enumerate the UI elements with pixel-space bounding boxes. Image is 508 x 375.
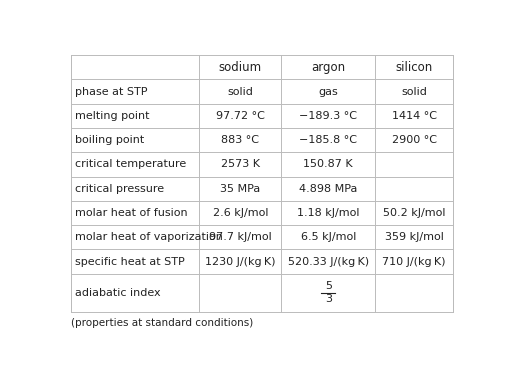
Text: 1.18 kJ/mol: 1.18 kJ/mol — [297, 208, 360, 218]
Text: gas: gas — [319, 87, 338, 96]
Text: 6.5 kJ/mol: 6.5 kJ/mol — [301, 232, 356, 242]
Text: 2900 °C: 2900 °C — [392, 135, 436, 145]
Text: 97.72 °C: 97.72 °C — [216, 111, 265, 121]
Text: 520.33 J/(kg K): 520.33 J/(kg K) — [288, 256, 369, 267]
Text: argon: argon — [311, 61, 345, 74]
Text: (properties at standard conditions): (properties at standard conditions) — [71, 318, 253, 328]
Text: 97.7 kJ/mol: 97.7 kJ/mol — [209, 232, 272, 242]
Text: 883 °C: 883 °C — [221, 135, 260, 145]
Text: 5: 5 — [325, 281, 332, 291]
Text: molar heat of vaporization: molar heat of vaporization — [75, 232, 223, 242]
Text: molar heat of fusion: molar heat of fusion — [75, 208, 188, 218]
Text: 35 MPa: 35 MPa — [220, 184, 261, 194]
Text: adiabatic index: adiabatic index — [75, 288, 161, 298]
Text: 4.898 MPa: 4.898 MPa — [299, 184, 358, 194]
Text: silicon: silicon — [396, 61, 433, 74]
Text: boiling point: boiling point — [75, 135, 145, 145]
Text: critical temperature: critical temperature — [75, 159, 186, 170]
Text: specific heat at STP: specific heat at STP — [75, 256, 185, 267]
Text: 359 kJ/mol: 359 kJ/mol — [385, 232, 443, 242]
Text: −185.8 °C: −185.8 °C — [299, 135, 357, 145]
Text: 1230 J/(kg K): 1230 J/(kg K) — [205, 256, 276, 267]
Text: 710 J/(kg K): 710 J/(kg K) — [383, 256, 446, 267]
Text: sodium: sodium — [219, 61, 262, 74]
Text: 150.87 K: 150.87 K — [303, 159, 353, 170]
Text: 2.6 kJ/mol: 2.6 kJ/mol — [213, 208, 268, 218]
Text: 1414 °C: 1414 °C — [392, 111, 436, 121]
Text: solid: solid — [228, 87, 253, 96]
Text: solid: solid — [401, 87, 427, 96]
Text: 2573 K: 2573 K — [221, 159, 260, 170]
Text: phase at STP: phase at STP — [75, 87, 148, 96]
Text: melting point: melting point — [75, 111, 150, 121]
Text: 3: 3 — [325, 294, 332, 304]
Text: 50.2 kJ/mol: 50.2 kJ/mol — [383, 208, 446, 218]
Text: −189.3 °C: −189.3 °C — [299, 111, 357, 121]
Text: critical pressure: critical pressure — [75, 184, 165, 194]
